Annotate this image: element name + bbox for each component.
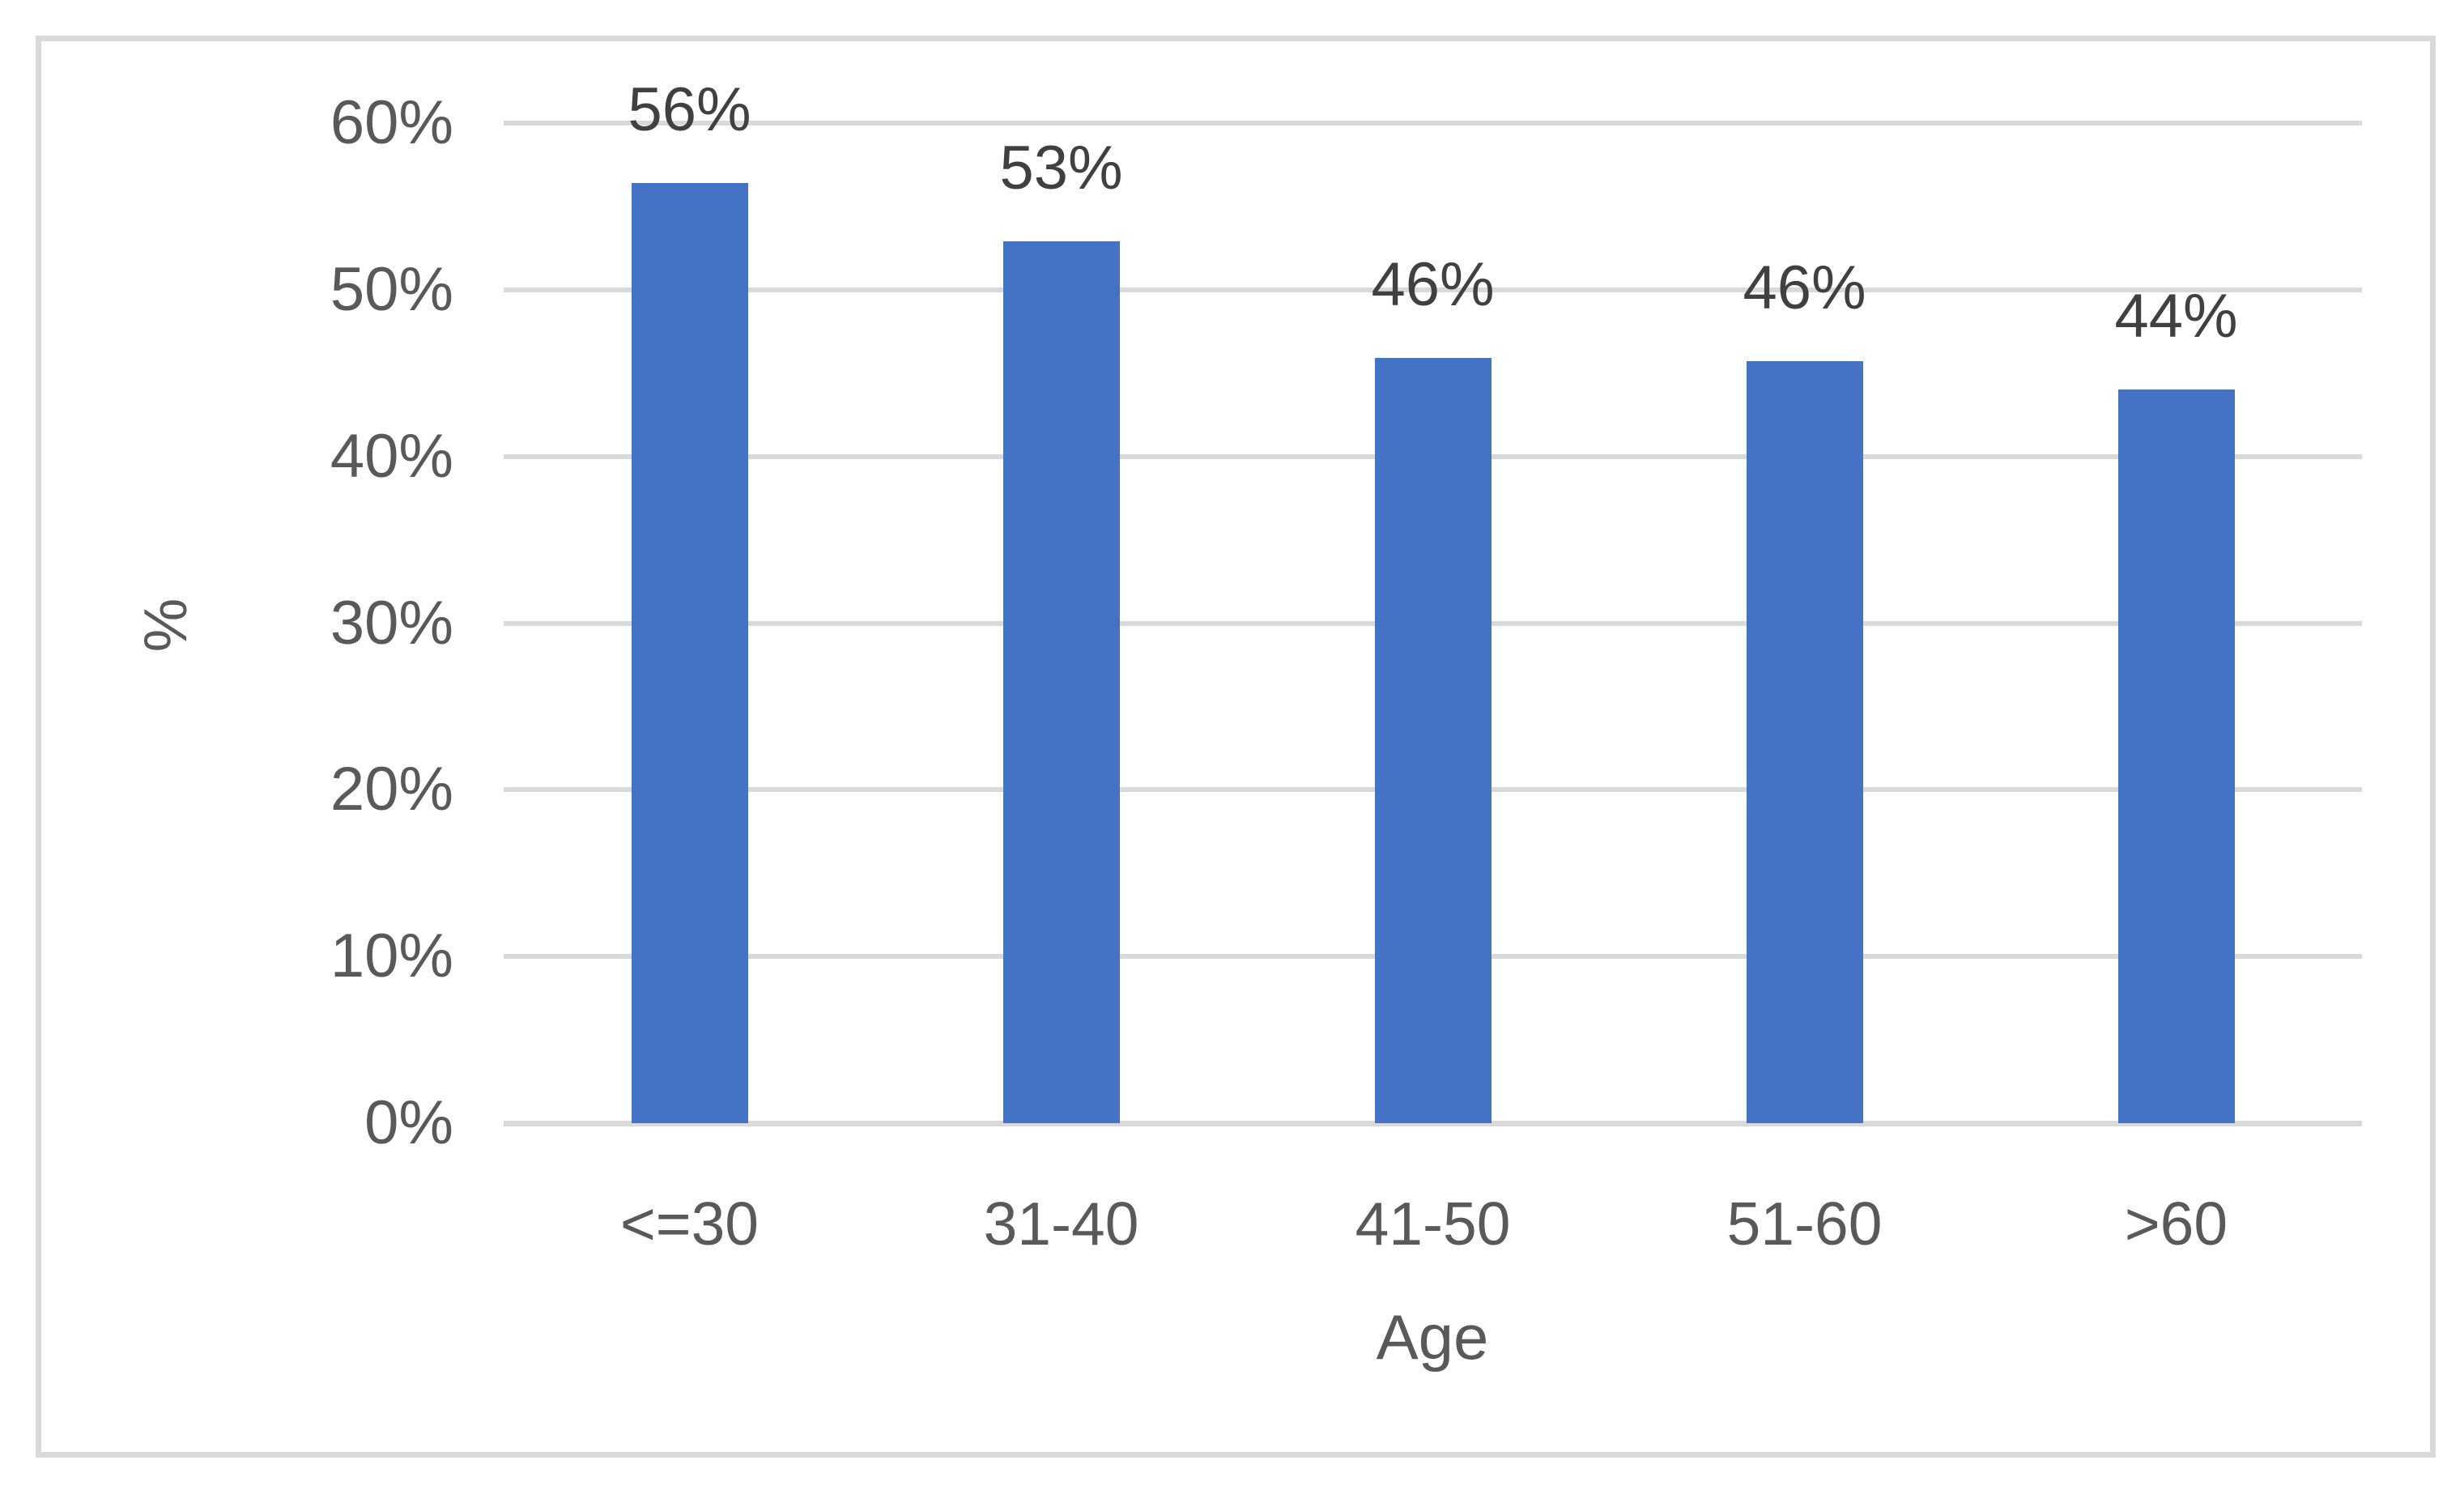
x-tick-label: 31-40 [983, 1190, 1139, 1258]
bar [2117, 390, 2235, 1123]
bar [1002, 241, 1120, 1123]
bar-data-label: 56% [628, 75, 751, 145]
x-axis-line [504, 1121, 2362, 1126]
y-axis-title: % [131, 598, 199, 653]
x-axis-title: Age [1376, 1301, 1489, 1373]
chart-frame [36, 36, 2436, 1458]
y-tick-label: 60% [330, 88, 453, 157]
x-tick-label: 51-60 [1726, 1190, 1883, 1258]
x-tick-label: <=30 [619, 1190, 760, 1258]
bar-data-label: 46% [1743, 253, 1866, 323]
bar [631, 183, 748, 1123]
bar-data-label: 53% [999, 134, 1123, 203]
bar [1374, 358, 1492, 1123]
y-tick-label: 10% [330, 922, 453, 991]
y-tick-label: 50% [330, 254, 453, 324]
gridline [504, 287, 2362, 292]
gridline [504, 121, 2362, 126]
y-tick-label: 0% [364, 1088, 453, 1157]
bar-data-label: 44% [2114, 282, 2238, 351]
y-tick-label: 30% [330, 588, 453, 658]
x-tick-label: 41-50 [1355, 1190, 1511, 1258]
bar-data-label: 46% [1371, 250, 1495, 320]
y-tick-label: 40% [330, 421, 453, 491]
x-tick-label: >60 [2124, 1190, 2228, 1258]
bar [1746, 361, 1863, 1123]
y-tick-label: 20% [330, 755, 453, 824]
